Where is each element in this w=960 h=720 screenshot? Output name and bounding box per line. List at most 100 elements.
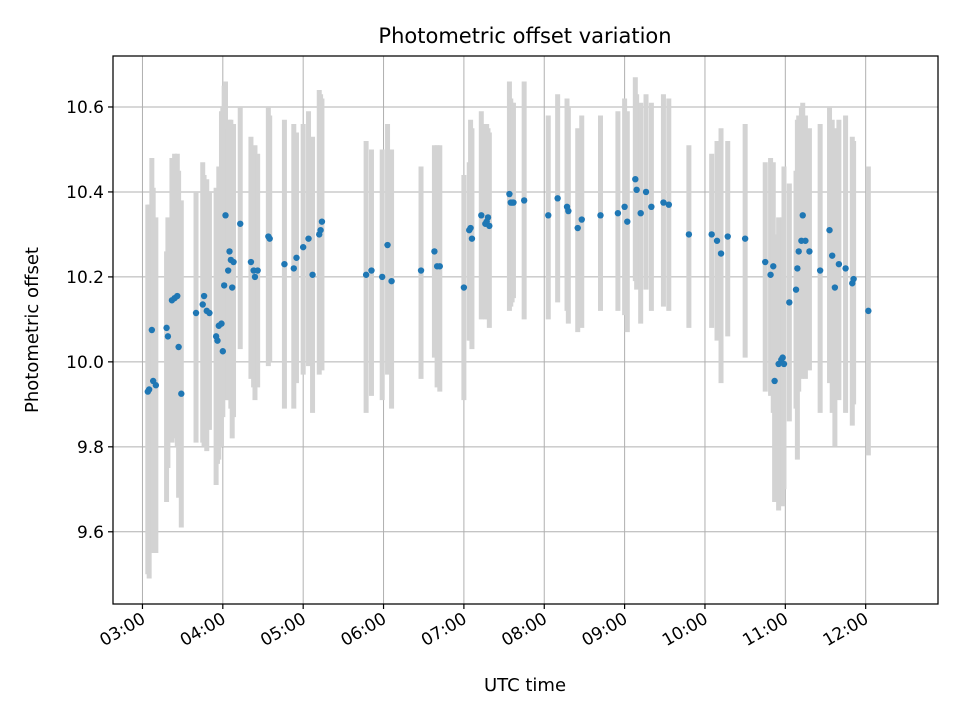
data-point bbox=[317, 226, 324, 234]
data-point bbox=[554, 195, 561, 202]
data-point bbox=[247, 258, 255, 266]
data-point bbox=[266, 235, 273, 242]
data-point bbox=[762, 258, 769, 266]
data-point bbox=[621, 203, 628, 211]
data-point bbox=[431, 248, 438, 255]
data-point bbox=[717, 250, 725, 257]
data-point bbox=[578, 216, 585, 223]
data-point bbox=[378, 273, 386, 281]
data-point bbox=[795, 248, 802, 255]
data-point bbox=[228, 284, 236, 291]
data-point bbox=[436, 263, 443, 270]
data-point bbox=[786, 299, 793, 306]
data-point bbox=[574, 224, 581, 232]
data-point bbox=[771, 377, 778, 385]
data-point bbox=[685, 231, 693, 238]
data-point bbox=[163, 324, 170, 332]
data-point bbox=[478, 212, 485, 219]
plot-frame bbox=[112, 55, 939, 605]
data-point bbox=[565, 207, 572, 215]
data-point bbox=[850, 275, 857, 283]
data-point bbox=[708, 231, 715, 238]
data-point bbox=[780, 360, 788, 368]
data-point bbox=[388, 277, 395, 285]
data-point bbox=[305, 235, 312, 242]
data-point bbox=[237, 220, 244, 227]
data-point bbox=[792, 286, 800, 293]
data-point bbox=[174, 292, 181, 300]
data-point bbox=[148, 326, 156, 334]
data-point bbox=[318, 218, 326, 225]
y-axis-label: Photometric offset bbox=[22, 247, 43, 413]
data-point bbox=[806, 248, 813, 255]
data-point bbox=[417, 267, 425, 274]
data-point bbox=[368, 267, 375, 274]
data-point bbox=[226, 248, 233, 255]
data-point bbox=[164, 333, 172, 340]
data-point bbox=[224, 267, 232, 274]
data-point bbox=[779, 354, 786, 361]
data-point bbox=[648, 203, 655, 211]
data-point bbox=[831, 284, 839, 291]
y-tick-label: 9.6 bbox=[77, 523, 104, 543]
data-point bbox=[199, 301, 206, 308]
data-point bbox=[218, 320, 225, 327]
data-point bbox=[467, 224, 474, 232]
data-point bbox=[770, 263, 777, 270]
data-point bbox=[230, 258, 237, 266]
data-point bbox=[665, 201, 673, 208]
data-point bbox=[767, 271, 774, 278]
data-point bbox=[724, 233, 731, 240]
y-tick-label: 9.8 bbox=[77, 438, 104, 458]
data-point bbox=[660, 199, 667, 206]
data-point bbox=[633, 186, 640, 194]
data-point bbox=[293, 254, 300, 261]
data-points bbox=[144, 175, 872, 397]
y-tick-label: 10.4 bbox=[66, 183, 104, 203]
chart-title: Photometric offset variation bbox=[378, 24, 671, 48]
y-axis-ticks: 9.6 9.8 10.0 10.2 10.4 10.6 bbox=[66, 98, 113, 543]
data-point bbox=[219, 348, 227, 355]
data-point bbox=[486, 222, 493, 230]
data-point bbox=[152, 382, 160, 389]
data-point bbox=[281, 260, 288, 268]
data-point bbox=[545, 212, 552, 219]
data-point bbox=[865, 307, 872, 315]
data-point bbox=[637, 209, 644, 217]
data-point bbox=[214, 337, 221, 344]
data-point bbox=[290, 265, 298, 272]
data-point bbox=[384, 241, 391, 249]
data-point bbox=[816, 267, 824, 274]
y-tick-label: 10.0 bbox=[66, 353, 104, 373]
data-point bbox=[362, 271, 370, 278]
data-point bbox=[468, 235, 476, 242]
data-point bbox=[802, 237, 809, 244]
data-point bbox=[178, 390, 185, 397]
data-point bbox=[175, 343, 182, 351]
data-point bbox=[842, 265, 849, 272]
x-axis-label: UTC time bbox=[484, 675, 566, 696]
y-tick-label: 10.6 bbox=[66, 98, 104, 118]
data-point bbox=[510, 199, 517, 206]
data-point bbox=[642, 188, 650, 196]
data-point bbox=[251, 273, 259, 281]
data-point bbox=[299, 243, 307, 251]
data-point bbox=[460, 284, 468, 291]
data-point bbox=[222, 212, 229, 219]
data-point bbox=[200, 292, 208, 300]
data-point bbox=[624, 218, 631, 225]
data-point bbox=[794, 265, 801, 272]
data-point bbox=[206, 309, 213, 317]
data-point bbox=[632, 175, 639, 183]
data-point bbox=[713, 237, 721, 244]
data-point bbox=[220, 282, 228, 289]
data-point bbox=[309, 271, 316, 278]
data-point bbox=[597, 212, 604, 219]
data-point bbox=[520, 197, 528, 204]
data-point bbox=[254, 267, 261, 274]
data-point bbox=[826, 226, 833, 234]
data-point bbox=[484, 214, 492, 221]
data-point bbox=[192, 309, 200, 317]
